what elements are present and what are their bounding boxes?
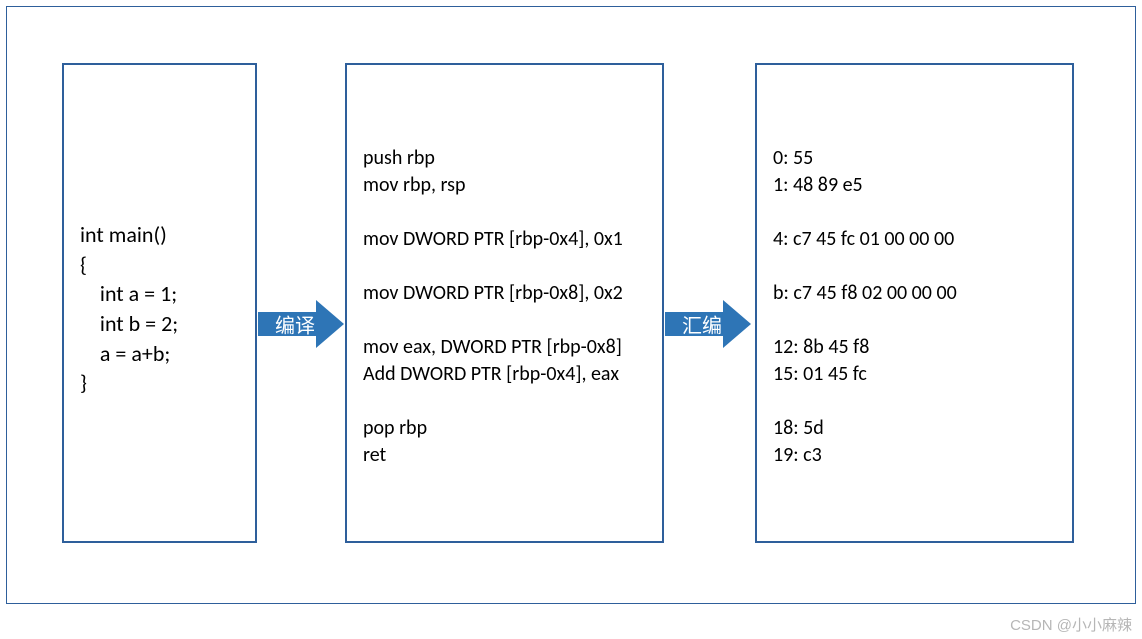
code-line: 12: 8b 45 f8	[773, 334, 1062, 361]
assemble-arrow-label: 汇编	[659, 310, 745, 339]
code-line	[773, 307, 1062, 334]
code-line: 1: 48 89 e5	[773, 172, 1062, 199]
assemble-arrow: 汇编	[665, 300, 751, 348]
code-line	[363, 253, 652, 280]
code-line: 4: c7 45 fc 01 00 00 00	[773, 226, 1062, 253]
code-line: ret	[363, 442, 652, 469]
watermark-text: CSDN @小小麻辣	[1010, 614, 1132, 635]
code-line	[773, 199, 1062, 226]
code-line	[363, 199, 652, 226]
code-line: b: c7 45 f8 02 00 00 00	[773, 280, 1062, 307]
code-line: 15: 01 45 fc	[773, 361, 1062, 388]
code-line: }	[80, 368, 245, 398]
code-line: push rbp	[363, 145, 652, 172]
source-code-content: int main(){ int a = 1; int b = 2; a = a+…	[64, 220, 255, 398]
code-line	[363, 388, 652, 415]
code-line: 19: c3	[773, 442, 1062, 469]
compile-arrow-label: 编译	[252, 310, 338, 339]
code-line: int main()	[80, 220, 245, 250]
code-line: 0: 55	[773, 145, 1062, 172]
code-line	[773, 253, 1062, 280]
code-line: {	[80, 250, 245, 280]
code-line: int a = 1;	[80, 279, 245, 309]
code-line: mov DWORD PTR [rbp-0x4], 0x1	[363, 226, 652, 253]
machine-code-panel: 0: 551: 48 89 e5 4: c7 45 fc 01 00 00 00…	[755, 63, 1074, 543]
code-line: mov eax, DWORD PTR [rbp-0x8]	[363, 334, 652, 361]
source-code-panel: int main(){ int a = 1; int b = 2; a = a+…	[62, 63, 257, 543]
code-line: mov DWORD PTR [rbp-0x8], 0x2	[363, 280, 652, 307]
code-line: 18: 5d	[773, 415, 1062, 442]
machine-code-content: 0: 551: 48 89 e5 4: c7 45 fc 01 00 00 00…	[757, 145, 1072, 469]
code-line: int b = 2;	[80, 309, 245, 339]
code-line: mov rbp, rsp	[363, 172, 652, 199]
assembly-code-content: push rbpmov rbp, rsp mov DWORD PTR [rbp-…	[347, 145, 662, 469]
code-line: Add DWORD PTR [rbp-0x4], eax	[363, 361, 652, 388]
code-line: pop rbp	[363, 415, 652, 442]
code-line	[363, 307, 652, 334]
code-line: a = a+b;	[80, 339, 245, 369]
compile-arrow: 编译	[258, 300, 344, 348]
code-line	[773, 388, 1062, 415]
assembly-code-panel: push rbpmov rbp, rsp mov DWORD PTR [rbp-…	[345, 63, 664, 543]
